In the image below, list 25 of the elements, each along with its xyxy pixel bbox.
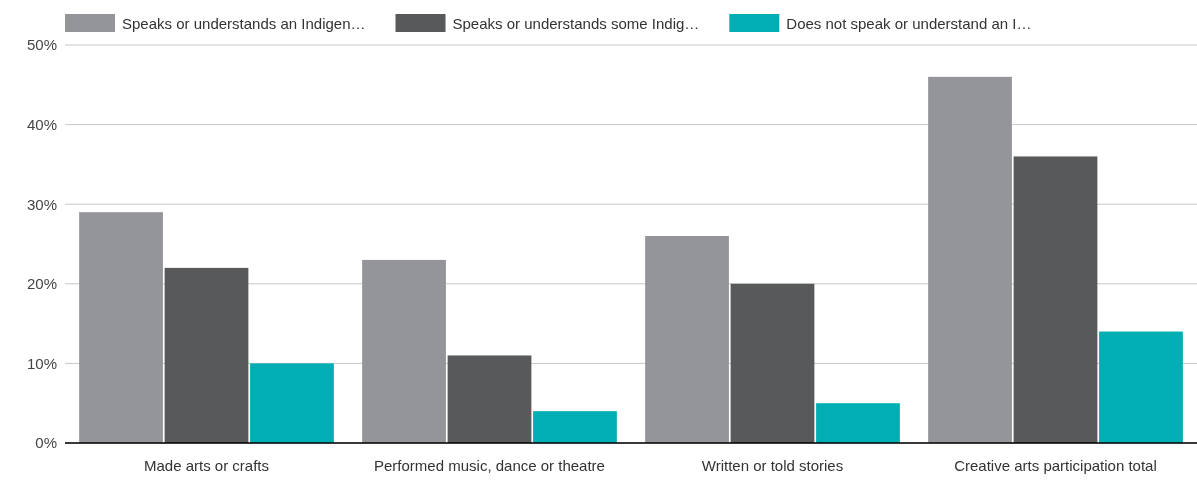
- bar: [79, 212, 163, 443]
- y-tick-label: 50%: [26, 36, 57, 54]
- bar: [730, 283, 815, 443]
- legend-label: Speaks or understands some Indig…: [452, 15, 700, 32]
- x-tick-label: Creative arts participation total: [954, 457, 1157, 474]
- y-tick-label: 0%: [35, 434, 57, 452]
- bar: [816, 403, 900, 443]
- bar: [362, 259, 446, 443]
- x-tick-label: Made arts or crafts: [143, 457, 270, 474]
- y-tick-label: 30%: [26, 195, 57, 213]
- bar: [928, 76, 1012, 443]
- bar: [1013, 156, 1098, 443]
- legend-label: Does not speak or understand an I…: [786, 15, 1032, 32]
- x-tick-label: Written or told stories: [701, 457, 844, 474]
- bar: [250, 363, 334, 443]
- bar: [533, 411, 617, 443]
- bar: [164, 267, 249, 443]
- y-tick-label: 10%: [26, 354, 57, 372]
- legend-label: Speaks or understands an Indigen…: [122, 15, 366, 32]
- y-tick-label: 20%: [26, 275, 57, 293]
- bar: [645, 236, 729, 443]
- x-tick-label: Performed music, dance or theatre: [374, 457, 605, 474]
- bar: [1099, 331, 1183, 443]
- bar: [447, 355, 532, 443]
- y-tick-label: 40%: [26, 115, 57, 133]
